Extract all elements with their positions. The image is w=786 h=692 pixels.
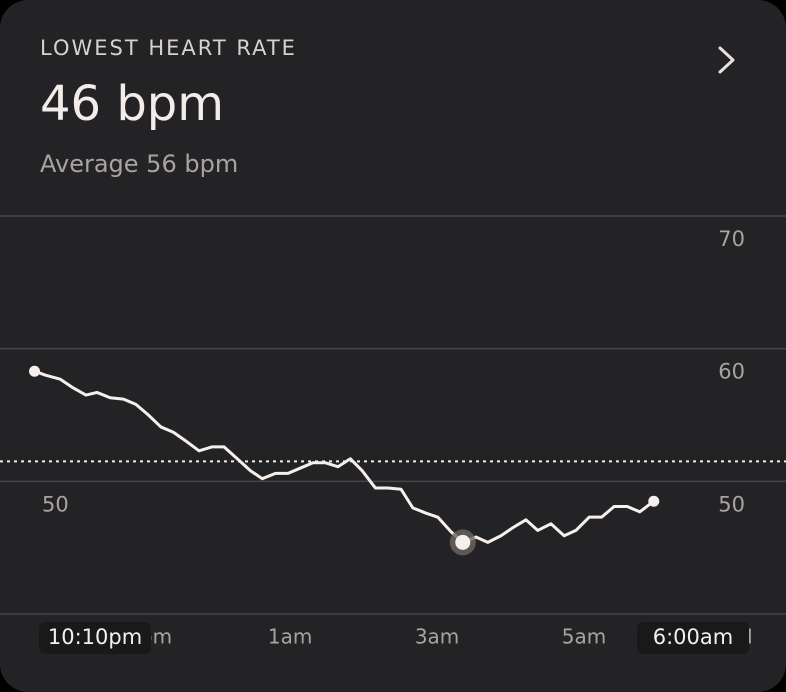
x-tick-label: 5am [562, 625, 606, 649]
range-label: 6:00am [653, 625, 733, 649]
x-tick-label: 3am [415, 625, 459, 649]
range-badge [637, 622, 749, 654]
chevron[interactable] [718, 46, 735, 74]
range-label: 10:10pm [48, 625, 142, 649]
y-tick-label: 70 [718, 227, 745, 251]
heart-rate-line [34, 369, 655, 544]
average-text: Average 56 bpm [40, 150, 239, 178]
endpoint [648, 495, 660, 507]
range-badge [39, 622, 151, 654]
lowest-value: 46 bpm [40, 76, 225, 132]
lowest-point [455, 534, 471, 550]
endpoint [29, 365, 41, 377]
card-title: LOWEST HEART RATE [40, 36, 297, 60]
x-tick-label: 1am [268, 625, 312, 649]
y-tick-label-left: 50 [42, 492, 69, 516]
y-tick-label: 50 [718, 492, 745, 516]
y-tick-label: 60 [718, 360, 745, 384]
